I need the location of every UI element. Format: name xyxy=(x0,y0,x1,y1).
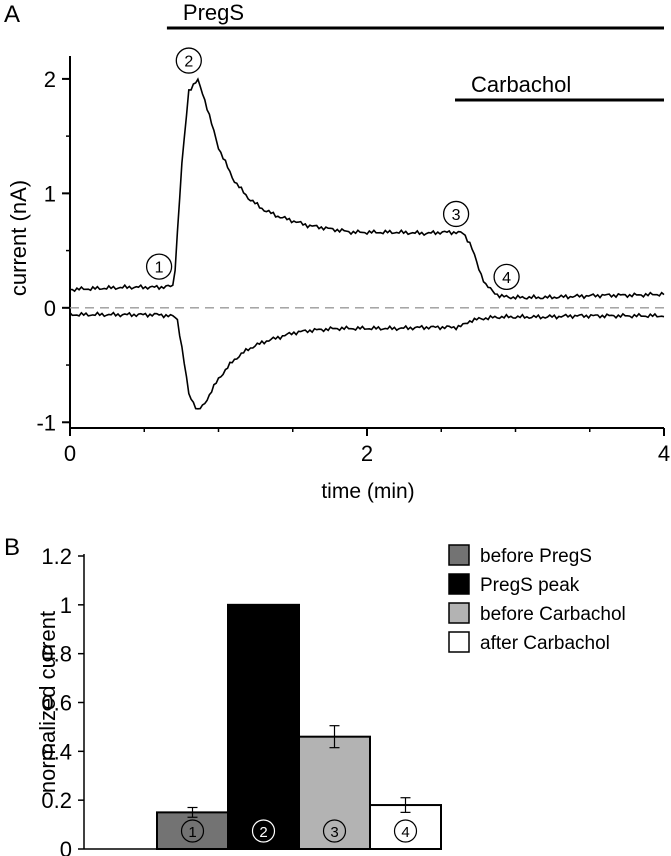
current-traces xyxy=(69,77,665,410)
legend-label: after Carbachol xyxy=(480,633,610,654)
x-tick-label: 2 xyxy=(361,441,373,466)
marker-circle xyxy=(493,263,520,291)
bar-number-label: 3 xyxy=(330,824,338,841)
bar-series: 1 2 3 4 xyxy=(156,603,442,851)
legend-swatch xyxy=(448,573,470,595)
legend: before PregS PregS peak before Carbachol af… xyxy=(448,544,626,654)
application-bar-label: Carbachol xyxy=(471,72,571,97)
current-trace-axes: 0 2 4 -1 0 1 2 xyxy=(36,56,670,466)
x-tick-label: 0 xyxy=(64,441,76,466)
y-axis-label: normalized current xyxy=(35,611,60,793)
y-tick-label: 0.2 xyxy=(41,788,72,813)
application-bars: PregS Carbachol xyxy=(166,0,664,102)
legend-label: PregS peak xyxy=(480,575,580,596)
bar-number-circle xyxy=(322,819,347,843)
marker-circle xyxy=(175,47,202,74)
y-tick-label: 2 xyxy=(44,67,56,92)
application-bar-label: PregS xyxy=(183,0,244,25)
bar-number-label: 2 xyxy=(259,824,267,841)
panel-b-letter: B xyxy=(4,534,20,561)
y-axis-label: current (nA) xyxy=(6,180,31,296)
marker-circle xyxy=(442,200,470,228)
marker-label: 1 xyxy=(155,260,164,277)
bar-3 xyxy=(298,735,371,851)
y-tick-label: 1.2 xyxy=(41,544,72,569)
marker-label: 2 xyxy=(184,54,193,71)
legend-swatch xyxy=(448,602,470,624)
y-tick-label: -1 xyxy=(36,410,56,435)
y-tick-label: 0 xyxy=(44,296,56,321)
marker-label: 3 xyxy=(452,207,461,224)
y-tick-label: 0.8 xyxy=(41,642,72,667)
bar-1 xyxy=(156,811,229,850)
inward-current-trace xyxy=(69,311,665,410)
legend-label: before PregS xyxy=(480,546,592,567)
y-tick-label: 1 xyxy=(44,181,56,206)
outward-current-trace xyxy=(69,77,665,300)
y-tick-label: 0.4 xyxy=(41,739,72,764)
bar-number-circle xyxy=(251,819,276,843)
x-axis-label: time (min) xyxy=(321,480,414,503)
legend-swatch xyxy=(448,544,470,566)
bar-number-circle xyxy=(393,819,418,843)
x-tick-label: 4 xyxy=(658,441,670,466)
panel-a: A PregS Carbachol 0 2 4 -1 0 1 2 1 2 3 4 time (min… xyxy=(4,0,670,503)
y-tick-label: 0.6 xyxy=(41,691,72,716)
marker-label: 4 xyxy=(502,270,511,287)
bar-chart-axes: 0 0.2 0.4 0.6 0.8 1 1.2 xyxy=(41,544,372,856)
bar-2 xyxy=(227,603,300,850)
bar-number-label: 1 xyxy=(188,824,196,841)
marker-circle xyxy=(145,253,173,280)
bar-number-circle xyxy=(180,819,205,843)
y-tick-label: 0 xyxy=(60,837,72,856)
panel-a-letter: A xyxy=(4,1,20,28)
trace-markers: 1 2 3 4 xyxy=(145,47,520,291)
legend-swatch xyxy=(448,631,470,653)
panel-b: B 0 0.2 0.4 0.6 0.8 1 1.2 1 2 3 4 before PregS Pre… xyxy=(4,534,626,856)
y-tick-label: 1 xyxy=(60,593,72,618)
bar-number-label: 4 xyxy=(401,824,409,841)
legend-label: before Carbachol xyxy=(480,604,626,625)
